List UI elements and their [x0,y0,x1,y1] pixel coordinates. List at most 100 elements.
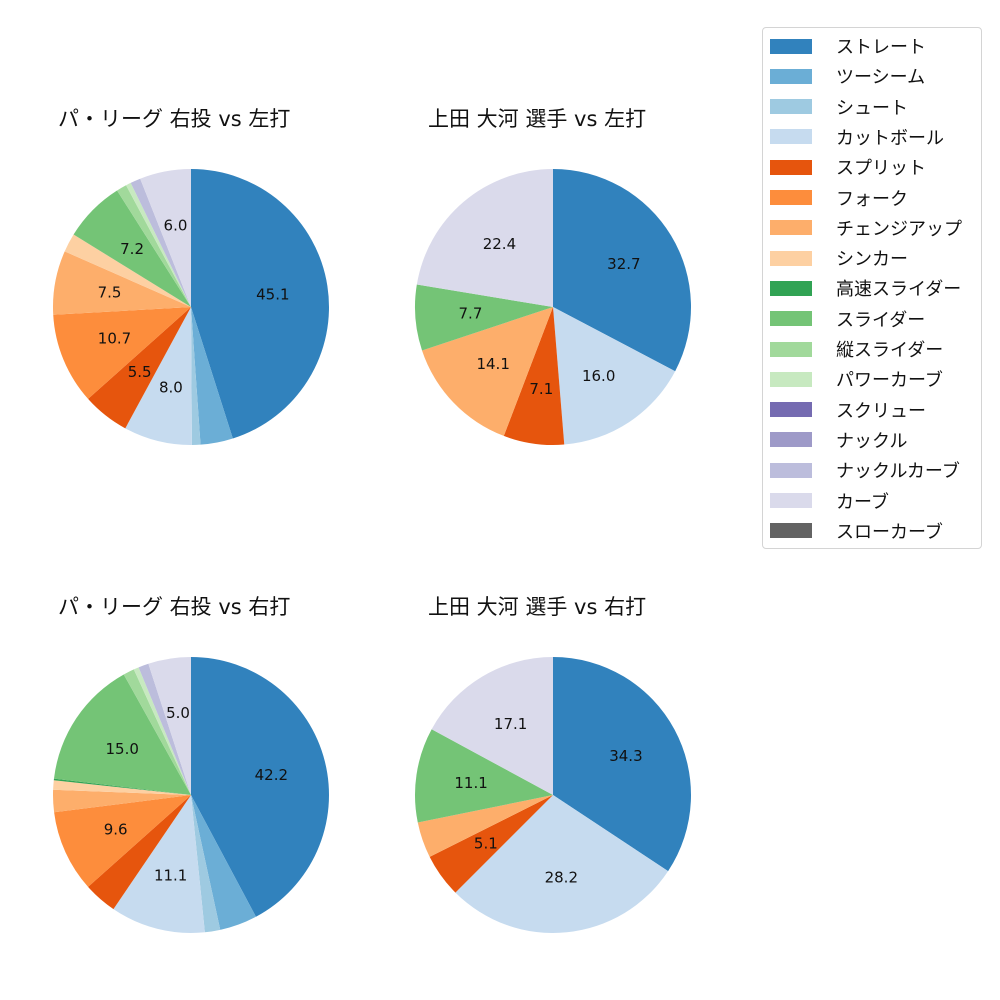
legend-label: スライダー [836,309,926,331]
pie-slice [88,795,191,910]
pie-slice [429,795,553,893]
pie-slice [64,234,191,307]
slice-value-label: 5.5 [128,363,152,381]
slice-value-label: 5.1 [474,834,498,852]
pie-slice [455,795,669,934]
legend-swatch [770,38,812,54]
legend: ストレート ツーシーム シュート カットボール スプリット フォーク チェンジアップ シンカー… [762,27,982,549]
legend-swatch [770,190,812,205]
legend-item: チェンジアップ [770,217,962,240]
legend-swatch [770,462,812,478]
pie-slice [191,795,256,930]
pie-title-pl-rhp-vs-rhb: パ・リーグ 右投 vs 右打 [58,595,291,619]
pie-slice [138,663,191,795]
legend-item: 縦スライダー [770,338,944,361]
legend-label: シュート [836,97,908,119]
pie-slice [431,657,553,795]
legend-swatch [770,99,812,115]
legend-item: ナックルカーブ [770,459,960,483]
pie-slice [73,190,191,307]
legend-label: ストレート [836,37,926,58]
pie-slice [191,307,201,445]
pie-slice [415,284,553,351]
legend-label: カットボール [836,127,944,149]
slice-value-label: 9.6 [104,820,128,838]
legend-item: ツーシーム [770,65,926,89]
pie-slice [553,169,691,372]
legend-label: チェンジアップ [836,218,962,240]
slice-value-label: 5.0 [166,704,190,722]
slice-value-label: 11.1 [154,866,187,884]
legend-item: ストレート [770,35,926,58]
slice-value-label: 17.1 [494,715,527,733]
slice-value-label: 7.2 [120,240,144,258]
slice-value-label: 14.1 [476,355,509,373]
pie-slice [191,169,329,439]
legend-label: 高速スライダー [836,279,962,301]
legend-item: スクリュー [770,399,926,422]
pie-slice [503,307,565,445]
legend-label: カーブ [836,491,889,513]
slice-value-label: 6.0 [164,217,188,235]
legend-label: フォーク [836,188,908,210]
legend-item: ナックル [770,429,908,452]
legend-swatch [770,493,812,508]
legend-swatch [770,371,812,387]
pie-slice [126,182,191,307]
pie-slice [140,169,191,307]
legend-label: ナックル [836,430,908,452]
slice-value-label: 32.7 [607,255,640,273]
pie-slice [113,795,205,933]
pie-slice [422,307,553,436]
pie-slice [53,251,191,315]
legend-swatch [770,129,812,145]
legend-swatch [770,311,812,327]
pie-slice [416,169,553,307]
legend-swatch [770,68,812,84]
pie-slice [53,778,191,795]
pie-slice [125,307,192,446]
pie-slice [123,669,191,795]
slice-value-label: 10.7 [98,330,131,348]
pie-slice [130,178,191,307]
slice-value-label: 42.2 [255,766,288,784]
pie-slice [53,780,191,795]
slice-value-label: 11.1 [454,774,487,792]
slice-value-label: 15.0 [106,740,139,758]
legend-label: スプリット [836,158,926,180]
legend-item: パワーカーブ [770,368,943,392]
pie-title-pl-rhp-vs-lhb: パ・リーグ 右投 vs 左打 [58,107,291,131]
legend-label: スクリュー [836,400,926,422]
pie-slice [191,307,233,445]
legend-swatch [770,280,812,296]
pie-slice [117,185,191,307]
legend-item: スローカーブ [770,520,943,543]
pie-slice [53,674,191,795]
pie-slice [553,307,676,445]
pie-title-ueda-vs-rhb: 上田 大河 選手 vs 右打 [428,595,647,619]
legend-item: 高速スライダー [770,277,962,301]
legend-swatch [770,402,812,418]
legend-label: ツーシーム [836,67,926,89]
legend-label: スローカーブ [836,521,943,543]
legend-swatch [770,523,812,539]
slice-value-label: 7.1 [529,380,553,398]
slice-value-label: 22.4 [483,235,516,253]
pie-slice [191,795,221,933]
legend-label: 縦スライダー [836,340,944,361]
legend-swatch [770,250,812,266]
legend-label: パワーカーブ [836,370,943,392]
pie-slice [53,307,192,399]
legend-label: ナックルカーブ [836,461,960,483]
legend-swatch [770,220,812,236]
slice-value-label: 45.1 [256,285,289,303]
legend-item: スプリット [770,156,926,180]
pie-slice [54,795,192,887]
pie-slice [148,657,191,795]
slice-value-label: 34.3 [609,747,642,765]
legend-swatch [770,159,812,175]
slice-value-label: 7.7 [459,304,483,322]
